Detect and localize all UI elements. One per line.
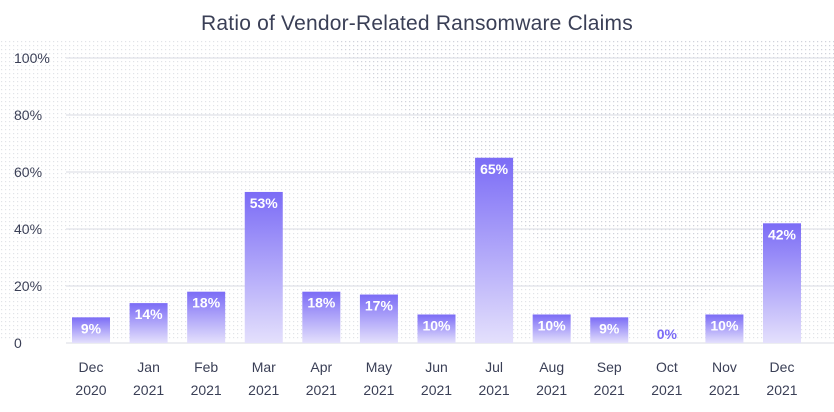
bar [417,314,456,343]
bar [72,317,110,343]
bar-value-label: 65% [480,161,509,177]
bar [359,294,398,343]
x-tick-month: Mar [252,359,276,375]
x-tick-year: 2021 [421,382,452,398]
bar [129,303,168,343]
bar-value-label: 18% [192,295,221,311]
x-tick-month: Jan [137,359,160,375]
x-tick-year: 2021 [766,382,797,398]
bar [532,314,571,343]
background-texture [0,40,834,340]
bar-value-label: 18% [307,295,336,311]
y-tick-label: 60% [14,164,42,180]
bar-value-label: 53% [250,195,279,211]
bar [763,223,801,343]
y-tick-label: 80% [14,107,42,123]
bar [187,291,226,343]
bar-value-label: 10% [710,318,739,334]
chart-title: Ratio of Vendor-Related Ransomware Claim… [201,12,633,35]
x-tick-year: 2021 [248,382,279,398]
y-tick-label: 100% [14,50,50,66]
x-tick-year: 2021 [536,382,567,398]
bar [302,291,341,343]
bar [590,317,629,343]
x-tick-month: Sep [597,359,622,375]
bar [244,191,283,343]
bar-value-label: 10% [422,318,451,334]
x-tick-month: Jun [425,359,448,375]
bar-value-label: 17% [365,298,394,314]
x-tick-month: Nov [712,359,737,375]
bar-value-label: 14% [135,306,164,322]
x-tick-year: 2021 [363,382,394,398]
x-tick-month: Feb [194,359,218,375]
x-tick-month: Jul [485,359,503,375]
bar-value-label: 42% [768,226,797,242]
dotted-texture-dense [330,40,834,330]
x-tick-year: 2021 [306,382,337,398]
bar-value-label: 10% [538,318,567,334]
bars: 9% 14% 18% 53% 18% 17% 10% 65% 10% 9% 0% 10% 42% [72,157,801,343]
x-tick-month: Dec [79,359,104,375]
x-tick-year: 2021 [191,382,222,398]
y-tick-label: 20% [14,278,42,294]
x-tick-year: 2021 [651,382,682,398]
y-tick-label: 40% [14,221,42,237]
x-tick-month: May [366,359,392,375]
x-tick-year: 2021 [594,382,625,398]
bar [475,157,514,343]
bar-value-label: 0% [657,326,678,342]
x-tick-year: 2021 [709,382,740,398]
y-tick-label: 0 [14,335,22,351]
bar [705,314,744,343]
x-tick-month: Oct [656,359,678,375]
bar-value-label: 9% [81,320,102,336]
x-tick-month: Aug [539,359,564,375]
y-axis: 0 20% 40% 60% 80% 100% [14,50,50,351]
x-tick-month: Apr [310,359,332,375]
x-tick-year: 2020 [75,382,106,398]
x-tick-year: 2021 [479,382,510,398]
bar-value-label: 9% [599,320,620,336]
x-tick-month: Dec [770,359,795,375]
x-tick-year: 2021 [133,382,164,398]
x-axis: Dec 2020 Jan 2021 Feb 2021 Mar 2021 Apr 2021 May 20… [75,359,797,398]
